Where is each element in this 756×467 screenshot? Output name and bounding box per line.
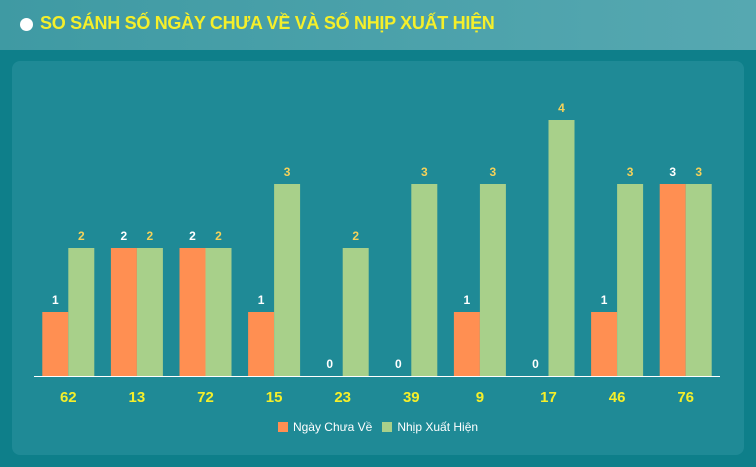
category-label-72: 72 xyxy=(197,389,214,406)
legend-item-rhythm[interactable]: Nhịp Xuất Hiện xyxy=(382,420,478,434)
data-label-rhythm-62: 2 xyxy=(78,229,85,243)
bar-rhythm-17 xyxy=(548,120,575,376)
category-label-23: 23 xyxy=(334,389,351,406)
data-label-days-39: 0 xyxy=(395,357,402,371)
bar-rhythm-72 xyxy=(205,248,232,376)
bar-days-13 xyxy=(110,248,137,376)
data-label-rhythm-72: 2 xyxy=(215,229,222,243)
data-label-rhythm-15: 3 xyxy=(284,165,291,179)
data-label-rhythm-9: 3 xyxy=(490,165,497,179)
legend-item-days[interactable]: Ngày Chưa Về xyxy=(277,420,373,434)
data-label-rhythm-39: 3 xyxy=(421,165,428,179)
chart-legend: Ngày Chưa Về Nhịp Xuất Hiện xyxy=(0,419,756,435)
category-label-9: 9 xyxy=(476,389,484,406)
category-label-39: 39 xyxy=(403,389,420,406)
legend-label-days: Ngày Chưa Về xyxy=(292,420,373,434)
bar-days-76 xyxy=(659,184,686,376)
data-label-rhythm-46: 3 xyxy=(627,165,634,179)
chart-title: SO SÁNH SỐ NGÀY CHƯA VỀ VÀ SỐ NHỊP XUẤT … xyxy=(40,13,495,33)
bar-days-46 xyxy=(591,312,618,376)
data-label-rhythm-23: 2 xyxy=(352,229,359,243)
bar-rhythm-13 xyxy=(136,248,163,376)
category-label-46: 46 xyxy=(609,389,626,406)
category-label-62: 62 xyxy=(60,389,77,406)
data-label-days-23: 0 xyxy=(326,357,333,371)
legend-swatch-rhythm xyxy=(382,422,393,432)
data-label-days-17: 0 xyxy=(532,357,539,371)
data-label-rhythm-17: 4 xyxy=(558,101,565,115)
data-label-days-72: 2 xyxy=(189,229,196,243)
bar-days-9 xyxy=(453,312,480,376)
category-label-13: 13 xyxy=(129,389,146,406)
data-label-rhythm-76: 3 xyxy=(695,165,702,179)
bar-rhythm-23 xyxy=(342,248,369,376)
bar-rhythm-62 xyxy=(68,248,95,376)
bullet-icon xyxy=(20,18,33,31)
bar-rhythm-46 xyxy=(617,184,644,376)
data-label-days-15: 1 xyxy=(258,293,265,307)
bar-rhythm-15 xyxy=(274,184,301,376)
data-label-days-13: 2 xyxy=(121,229,128,243)
data-label-days-62: 1 xyxy=(52,293,59,307)
data-label-days-46: 1 xyxy=(601,293,608,307)
category-label-15: 15 xyxy=(266,389,283,406)
data-label-days-9: 1 xyxy=(464,293,471,307)
bar-days-15 xyxy=(248,312,275,376)
legend-swatch-days xyxy=(277,422,288,432)
chart-header: SO SÁNH SỐ NGÀY CHƯA VỀ VÀ SỐ NHỊP XUẤT … xyxy=(0,0,756,50)
data-label-days-76: 3 xyxy=(669,165,676,179)
bar-rhythm-39 xyxy=(411,184,438,376)
bar-days-62 xyxy=(42,312,69,376)
category-label-17: 17 xyxy=(540,389,557,406)
legend-label-rhythm: Nhịp Xuất Hiện xyxy=(397,420,479,434)
bar-rhythm-76 xyxy=(685,184,712,376)
bar-rhythm-9 xyxy=(479,184,506,376)
data-label-rhythm-13: 2 xyxy=(147,229,154,243)
bar-days-72 xyxy=(179,248,206,376)
category-label-76: 76 xyxy=(677,389,694,406)
